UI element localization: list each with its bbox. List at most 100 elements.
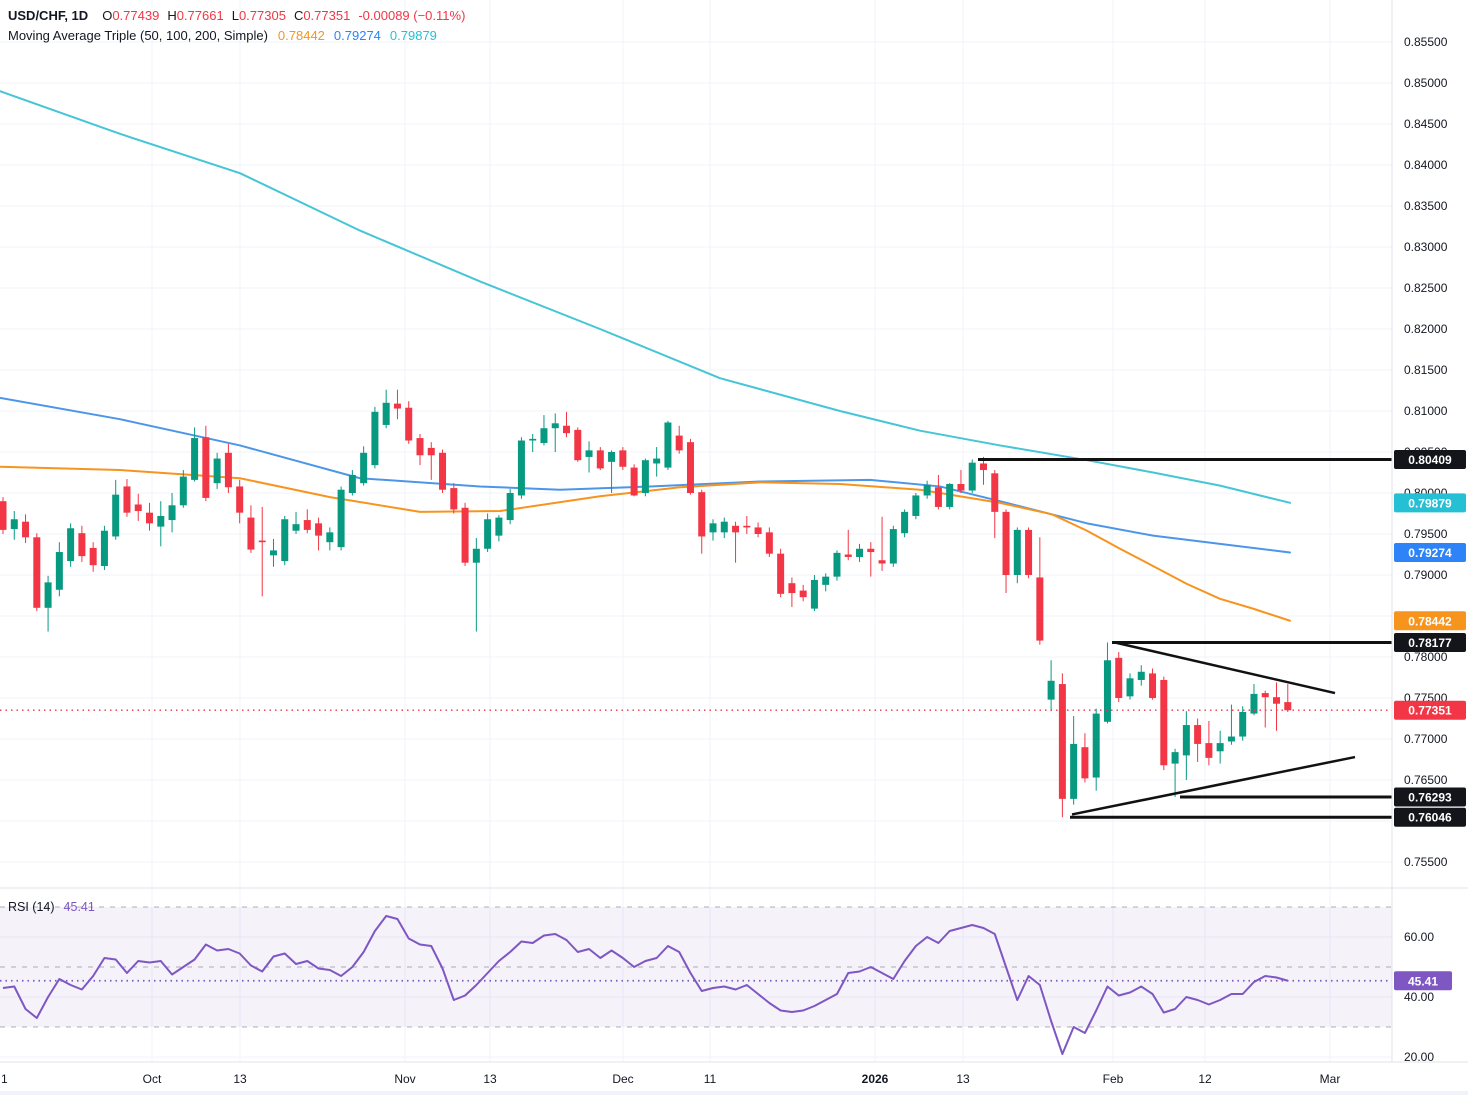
price-label-badge: 0.76046 bbox=[1394, 807, 1466, 827]
high-value: 0.77661 bbox=[176, 8, 224, 23]
candle-body bbox=[134, 504, 142, 512]
time-tick-label: Nov bbox=[394, 1072, 415, 1086]
ma-indicator-title[interactable]: Moving Average Triple (50, 100, 200, Sim… bbox=[8, 28, 268, 43]
candle-body bbox=[22, 521, 30, 538]
candle-body bbox=[946, 483, 954, 507]
candle-body bbox=[258, 540, 266, 543]
price-badge-bg bbox=[1394, 632, 1466, 652]
drawn-structure-lines[interactable] bbox=[978, 457, 1392, 819]
candle-body bbox=[0, 501, 7, 530]
candle-body bbox=[179, 476, 187, 506]
candle-body bbox=[889, 529, 897, 564]
price-badge-value: 0.79274 bbox=[1408, 546, 1452, 560]
candle-body bbox=[1058, 684, 1066, 799]
candle-body bbox=[1250, 693, 1258, 714]
price-label-badge: 0.79274 bbox=[1394, 543, 1466, 563]
price-badge-bg bbox=[1394, 807, 1466, 827]
low-label: L bbox=[231, 8, 239, 23]
ma100-value: 0.79274 bbox=[333, 28, 381, 43]
candle-body bbox=[833, 552, 841, 577]
rsi-indicator-title[interactable]: RSI (14) bbox=[8, 900, 55, 914]
rsi-tick-label: 60.00 bbox=[1404, 930, 1434, 944]
candle-body bbox=[427, 447, 435, 456]
symbol-legend[interactable]: USD/CHF, 1D O0.77439 H0.77661 L0.77305 C0.77… bbox=[8, 7, 465, 25]
candle-body bbox=[1273, 697, 1281, 704]
candle-body bbox=[1137, 671, 1145, 680]
rsi-line[interactable] bbox=[2, 915, 1289, 1055]
price-tick-label: 0.79500 bbox=[1404, 527, 1448, 541]
candle-body bbox=[303, 520, 311, 530]
open-label: O bbox=[102, 8, 113, 23]
time-tick-label: 2026 bbox=[862, 1072, 889, 1086]
candle-body bbox=[191, 438, 199, 480]
ma200-value: 0.79879 bbox=[389, 28, 437, 43]
time-tick-label: 13 bbox=[483, 1072, 497, 1086]
time-tick-label: Dec bbox=[612, 1072, 633, 1086]
candle-body bbox=[1284, 702, 1292, 711]
candle-body bbox=[1036, 577, 1044, 641]
time-tick-label: 13 bbox=[233, 1072, 247, 1086]
price-badge-value: 0.80409 bbox=[1408, 453, 1452, 467]
candle-body bbox=[934, 487, 942, 507]
time-tick-label: Oct bbox=[143, 1072, 162, 1086]
candle-body bbox=[326, 532, 334, 543]
candle-body bbox=[923, 484, 931, 496]
candles-series[interactable] bbox=[0, 389, 1292, 818]
candle-body bbox=[664, 422, 672, 468]
candle-body bbox=[1013, 529, 1021, 575]
price-badge-bg bbox=[1394, 700, 1466, 720]
symbol-title[interactable]: USD/CHF, 1D bbox=[8, 8, 89, 23]
ma-indicator-legend[interactable]: Moving Average Triple (50, 100, 200, Sim… bbox=[8, 27, 437, 45]
price-tick-label: 0.82500 bbox=[1404, 281, 1448, 295]
high-label: H bbox=[167, 8, 177, 23]
price-tick-label: 0.84000 bbox=[1404, 158, 1448, 172]
price-axis[interactable]: 0.85500 0.85000 0.84500 0.84000 0.83500 0.830… bbox=[1394, 35, 1466, 1064]
price-badge-value: 0.76293 bbox=[1408, 790, 1452, 804]
rsi-current-value: 45.41 bbox=[63, 900, 95, 914]
trendline[interactable] bbox=[1114, 641, 1336, 695]
price-badge-value: 0.76046 bbox=[1408, 811, 1452, 825]
candle-body bbox=[686, 442, 694, 493]
candle-body bbox=[743, 525, 751, 528]
time-axis[interactable]: 1 Oct 13 Nov 13 Dec 11 2026 13 Feb 12 Mar bbox=[1, 1072, 1340, 1086]
rsi-band bbox=[0, 906, 1392, 1028]
candle-body bbox=[1126, 678, 1134, 697]
price-badge-bg bbox=[1394, 493, 1466, 513]
candle-body bbox=[67, 528, 75, 562]
candle-body bbox=[912, 495, 920, 516]
price-badge-value: 0.78177 bbox=[1408, 636, 1452, 650]
candle-body bbox=[484, 519, 492, 549]
candle-body bbox=[337, 489, 345, 548]
price-tick-label: 0.79000 bbox=[1404, 568, 1448, 582]
candle-body bbox=[563, 425, 570, 434]
candle-body bbox=[382, 402, 390, 425]
trendline[interactable] bbox=[1071, 755, 1356, 816]
candle-body bbox=[292, 524, 300, 531]
candle-body bbox=[44, 582, 52, 608]
ma50-value: 0.78442 bbox=[277, 28, 325, 43]
candle-body bbox=[822, 576, 830, 585]
close-value: 0.77351 bbox=[303, 8, 351, 23]
rsi-indicator-legend[interactable]: RSI (14) 45.41 bbox=[8, 898, 95, 916]
candle-body bbox=[630, 467, 638, 496]
candle-body bbox=[495, 517, 503, 536]
candle-body bbox=[100, 530, 108, 566]
candle-body bbox=[168, 505, 176, 521]
price-badge-bg bbox=[1394, 449, 1466, 469]
candle-body bbox=[461, 507, 469, 563]
price-badge-bg bbox=[1394, 611, 1466, 631]
candle-body bbox=[1239, 711, 1247, 737]
candle-body bbox=[1149, 673, 1157, 698]
price-tick-label: 0.84500 bbox=[1404, 117, 1448, 131]
time-tick-label: 11 bbox=[704, 1072, 717, 1086]
candle-body bbox=[732, 525, 740, 533]
candle-body bbox=[213, 458, 221, 484]
candle-body bbox=[439, 452, 447, 490]
candle-body bbox=[146, 512, 154, 524]
time-tick-label: 13 bbox=[956, 1072, 970, 1086]
moving-averages bbox=[0, 90, 1291, 622]
candle-body bbox=[89, 547, 97, 566]
candle-body bbox=[799, 590, 807, 598]
candle-body bbox=[1115, 657, 1123, 698]
